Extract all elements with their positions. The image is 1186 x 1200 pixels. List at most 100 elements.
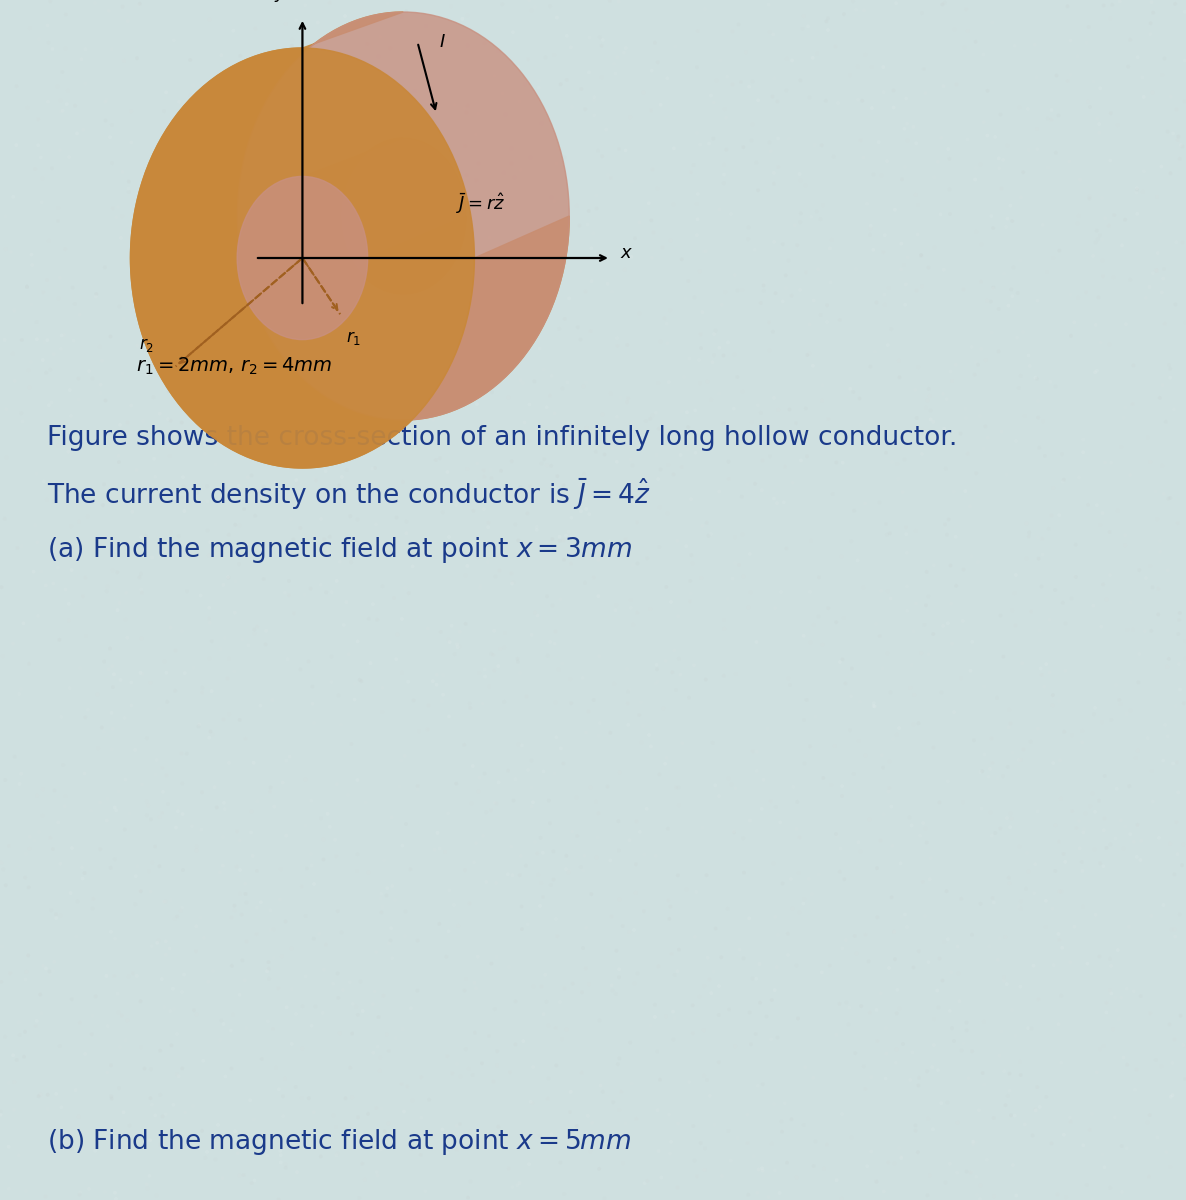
- Point: [669, 1114, 688, 1133]
- Point: [623, 556, 642, 575]
- Point: [162, 242, 181, 262]
- Point: [186, 377, 205, 396]
- Point: [305, 929, 324, 948]
- Point: [19, 877, 38, 896]
- Point: [782, 869, 801, 888]
- Point: [1075, 820, 1093, 839]
- Point: [199, 610, 218, 629]
- Point: [173, 468, 192, 487]
- Point: [333, 89, 352, 108]
- Point: [113, 0, 132, 17]
- Point: [1175, 92, 1186, 112]
- Point: [546, 478, 565, 497]
- Point: [694, 1021, 713, 1040]
- Point: [544, 870, 563, 889]
- Point: [1148, 187, 1167, 206]
- Point: [982, 728, 1001, 748]
- Point: [1039, 158, 1058, 178]
- Point: [485, 66, 504, 85]
- Point: [329, 1144, 347, 1163]
- Point: [873, 745, 892, 764]
- Point: [957, 1013, 976, 1032]
- Point: [387, 1028, 406, 1048]
- Point: [1044, 955, 1063, 974]
- Point: [1037, 892, 1056, 911]
- Point: [339, 644, 358, 664]
- Point: [833, 1104, 852, 1123]
- Point: [1006, 1026, 1025, 1045]
- Point: [305, 1103, 324, 1122]
- Point: [224, 662, 243, 682]
- Point: [657, 577, 676, 596]
- Point: [721, 204, 740, 223]
- Point: [244, 620, 263, 640]
- Point: [192, 683, 211, 702]
- Point: [835, 870, 854, 889]
- Point: [862, 1142, 881, 1162]
- Point: [516, 856, 535, 875]
- Point: [263, 690, 282, 709]
- Point: [332, 419, 351, 438]
- Point: [1028, 139, 1047, 158]
- Point: [1116, 535, 1135, 554]
- Point: [1109, 1009, 1128, 1028]
- Point: [492, 0, 511, 13]
- Point: [958, 130, 977, 149]
- Point: [23, 256, 42, 275]
- Point: [518, 49, 537, 68]
- Point: [159, 409, 178, 428]
- Point: [1150, 532, 1169, 551]
- Point: [795, 754, 814, 773]
- Point: [104, 966, 123, 985]
- Point: [96, 391, 115, 410]
- Point: [1040, 610, 1059, 629]
- Point: [646, 403, 665, 422]
- Point: [1103, 0, 1122, 14]
- Point: [833, 776, 852, 796]
- Point: [248, 862, 267, 881]
- Point: [416, 1182, 435, 1200]
- Point: [776, 457, 795, 476]
- Point: [1012, 366, 1031, 385]
- Point: [791, 71, 810, 90]
- Point: [208, 798, 227, 817]
- Point: [1161, 834, 1180, 853]
- Point: [407, 151, 426, 170]
- Point: [672, 402, 691, 421]
- Point: [361, 654, 380, 673]
- Point: [1095, 767, 1114, 786]
- Point: [340, 973, 359, 992]
- Point: [893, 482, 912, 502]
- Point: [1040, 662, 1059, 682]
- Point: [801, 314, 820, 334]
- Point: [412, 250, 431, 269]
- Point: [547, 1056, 566, 1075]
- Point: [713, 295, 732, 314]
- Point: [132, 528, 151, 547]
- Point: [244, 754, 263, 773]
- Point: [580, 974, 599, 994]
- Point: [458, 36, 477, 55]
- Point: [97, 577, 116, 596]
- Point: [843, 383, 862, 402]
- Point: [140, 1166, 159, 1186]
- Point: [173, 137, 192, 156]
- Point: [468, 104, 487, 124]
- Point: [994, 647, 1013, 666]
- Point: [557, 71, 576, 90]
- Point: [56, 580, 75, 599]
- Point: [727, 426, 746, 445]
- Point: [231, 47, 250, 66]
- Point: [920, 386, 939, 406]
- Point: [461, 1172, 480, 1192]
- Point: [555, 550, 574, 569]
- Point: [321, 647, 340, 666]
- Point: [777, 49, 796, 68]
- Point: [440, 343, 459, 362]
- Point: [242, 84, 261, 103]
- Point: [339, 786, 358, 805]
- Point: [546, 1019, 565, 1038]
- Point: [740, 908, 759, 928]
- Point: [835, 433, 854, 452]
- Point: [288, 474, 307, 493]
